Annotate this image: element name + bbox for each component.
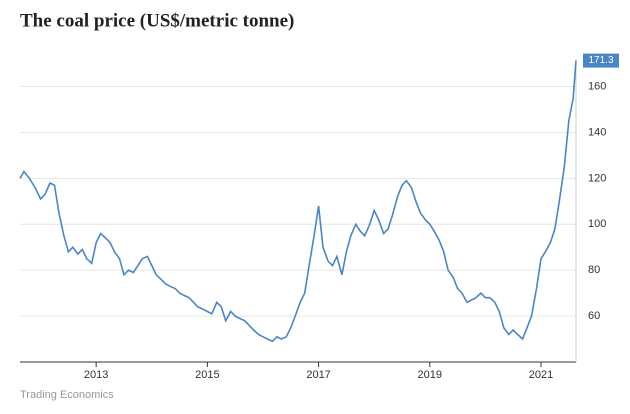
y-tick-label: 160 xyxy=(588,80,606,92)
source: Trading Economics xyxy=(20,389,114,401)
y-tick-label: 80 xyxy=(588,264,600,276)
value-label: 171.3 xyxy=(588,55,613,66)
x-tick-label: 2019 xyxy=(418,369,442,381)
x-tick-label: 2017 xyxy=(306,369,330,381)
y-tick-label: 140 xyxy=(588,126,606,138)
y-tick-label: 100 xyxy=(588,218,606,230)
x-tick-label: 2015 xyxy=(195,369,219,381)
line xyxy=(19,60,577,343)
x-tick-label: 2013 xyxy=(84,369,108,381)
y-tick-label: 60 xyxy=(588,310,600,322)
value-label-box xyxy=(583,53,619,68)
chart-title: The coal price (US$/metric tonne) xyxy=(20,10,294,31)
y-tick-label: 120 xyxy=(588,172,606,184)
x-tick-label: 2021 xyxy=(529,369,553,381)
